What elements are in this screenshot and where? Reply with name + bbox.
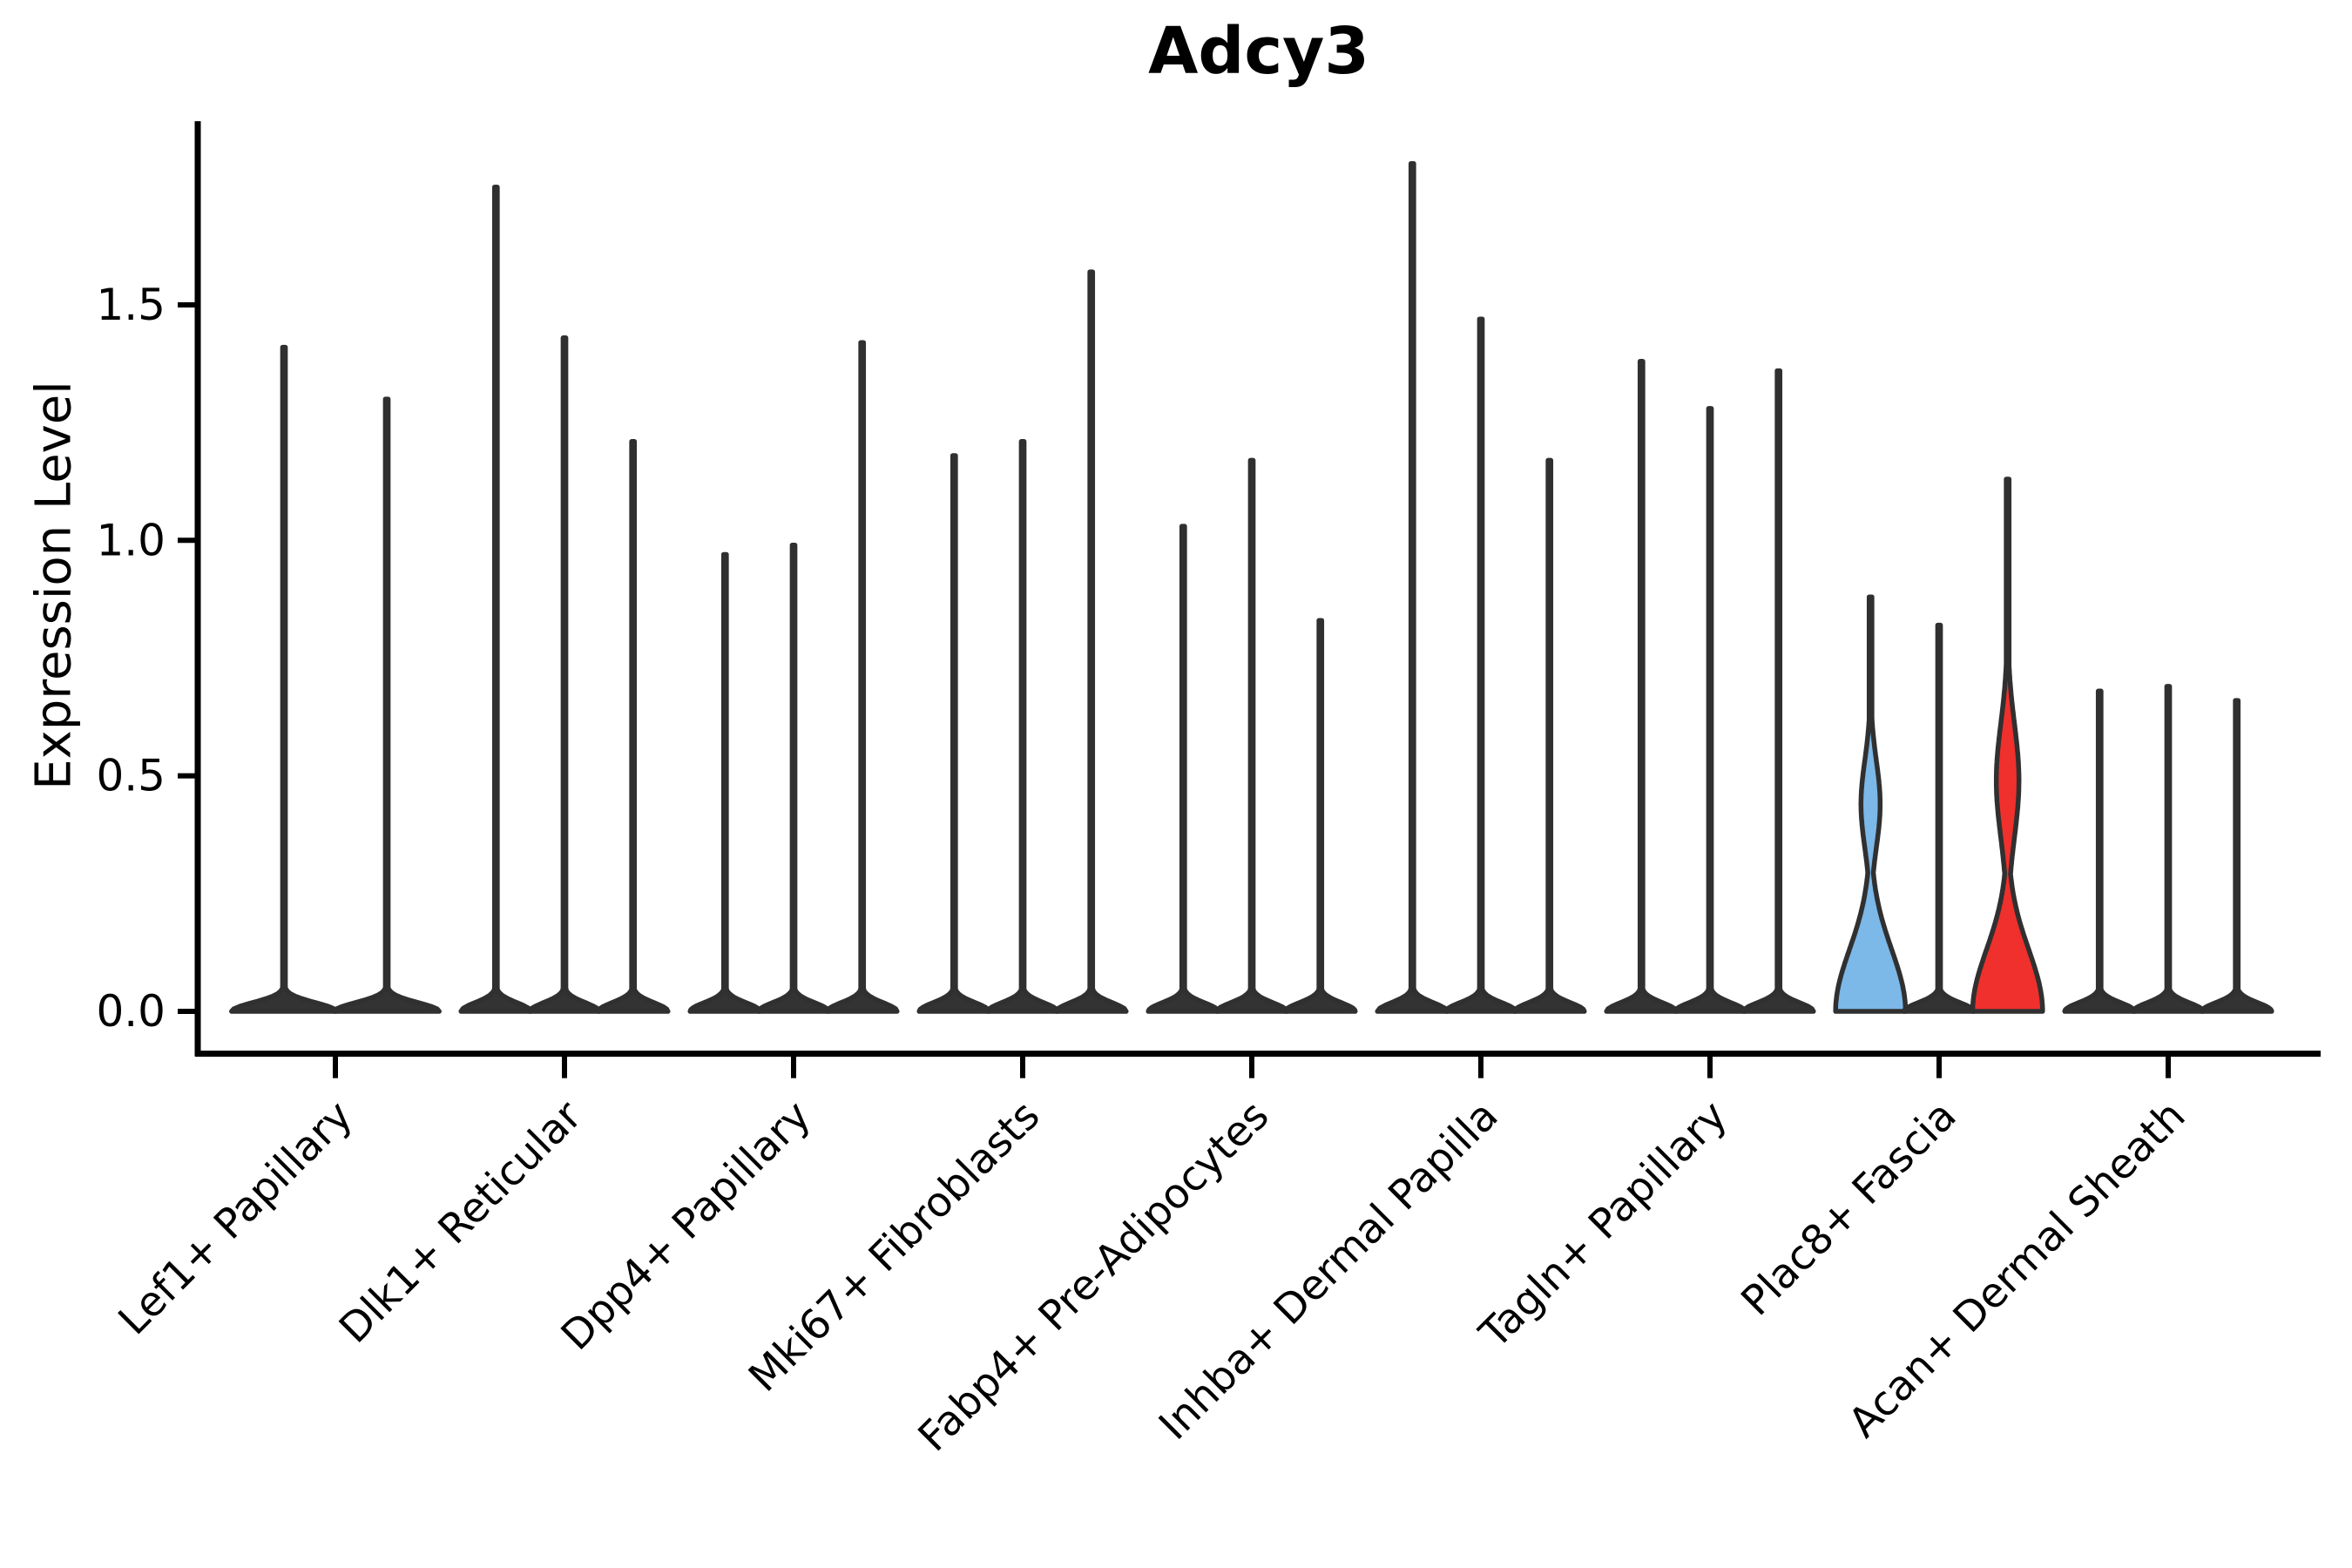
violin-fabp4-pre-adipocytes-3 [1282, 618, 1358, 1014]
violin-mki67-fibroblasts-2 [985, 439, 1060, 1014]
x-tick-label: Lef1+ Papillary [110, 1092, 362, 1344]
x-tick-label: Tagln+ Papillary [1470, 1092, 1737, 1358]
violin-dlk1-reticular-1 [458, 185, 534, 1014]
violin-dpp4-papillary-1 [687, 551, 763, 1014]
y-tick-label: 0.0 [96, 986, 166, 1037]
y-tick-label: 1.0 [96, 515, 166, 565]
violin-inhba-dermal-papilla-3 [1511, 457, 1587, 1014]
violin-acan-dermal-sheath-2 [2131, 684, 2206, 1014]
violin-acan-dermal-sheath-1 [2062, 688, 2138, 1014]
violin-acan-dermal-sheath-3 [2199, 698, 2274, 1014]
violin-plac8-fascia-1 [1833, 594, 1909, 1014]
violin-fabp4-pre-adipocytes-1 [1146, 524, 1221, 1014]
plot-title: Adcy3 [1148, 14, 1369, 89]
x-tick-label: Dpp4+ Papillary [552, 1092, 821, 1360]
violin-dlk1-reticular-3 [595, 439, 671, 1014]
violin-mki67-fibroblasts-3 [1053, 269, 1129, 1014]
x-tick-label: Dlk1+ Reticular [330, 1092, 591, 1353]
violin-dlk1-reticular-2 [527, 335, 602, 1014]
violin-dpp4-papillary-2 [756, 542, 831, 1014]
violin-lef1-papillary-2 [332, 396, 442, 1014]
violin-tagln-papillary-3 [1740, 368, 1816, 1014]
y-tick-label: 0.5 [96, 751, 166, 801]
x-tick-label: Plac8+ Fascia [1733, 1092, 1966, 1325]
violin-fabp4-pre-adipocytes-2 [1214, 457, 1289, 1014]
violin-lef1-papillary-1 [229, 344, 339, 1014]
violin-inhba-dermal-papilla-1 [1375, 160, 1450, 1014]
violin-plac8-fascia-3 [1970, 476, 2045, 1014]
violin-tagln-papillary-2 [1673, 406, 1747, 1014]
violin-tagln-papillary-1 [1604, 359, 1680, 1014]
violin-inhba-dermal-papilla-2 [1443, 316, 1518, 1014]
violin-dpp4-papillary-3 [824, 340, 900, 1014]
violin-mki67-fibroblasts-1 [916, 453, 992, 1014]
y-tick-label: 1.5 [96, 280, 166, 330]
violin-plac8-fascia-2 [1902, 622, 1977, 1014]
